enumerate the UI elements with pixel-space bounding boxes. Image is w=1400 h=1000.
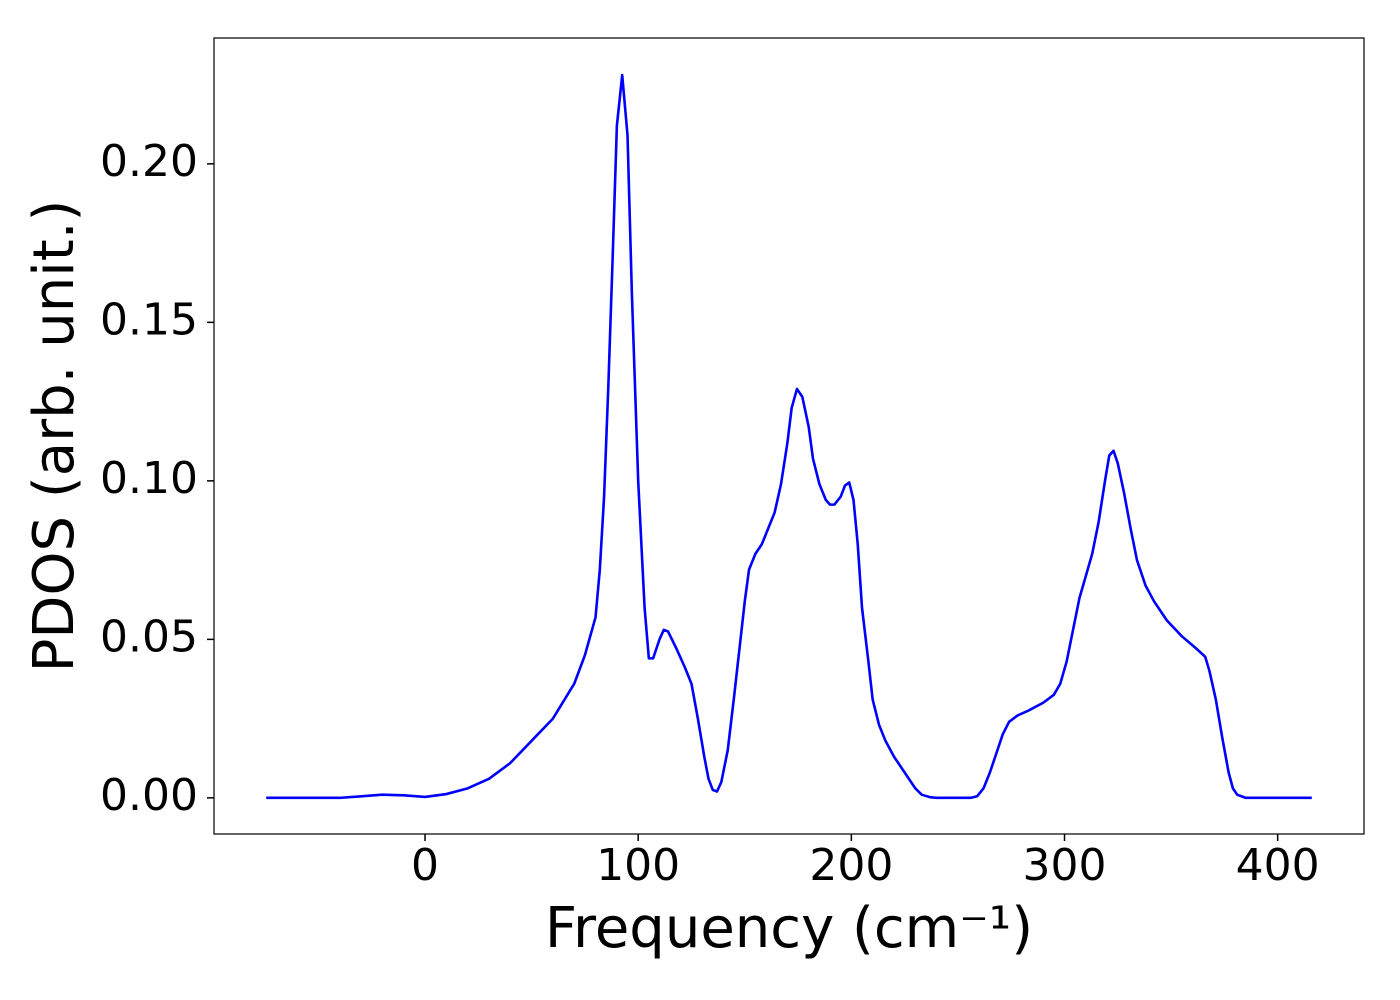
- x-tick-label: 0: [411, 840, 439, 891]
- y-axis-label: PDOS (arb. unit.): [22, 200, 87, 673]
- x-tick-label: 300: [1023, 840, 1107, 891]
- x-tick-label: 100: [596, 840, 680, 891]
- data-line: [266, 73, 1312, 800]
- y-tick-label: 0.10: [100, 453, 198, 504]
- x-tick-label: 200: [809, 840, 893, 891]
- y-tick-label: 0.15: [100, 294, 198, 345]
- y-tick-label: 0.20: [100, 136, 198, 187]
- y-tick-label: 0.05: [100, 611, 198, 662]
- y-tick-label: 0.00: [100, 770, 198, 821]
- plot-frame: [213, 37, 1365, 835]
- x-tick-label: 400: [1236, 840, 1320, 891]
- x-axis-label: Frequency (cm⁻¹): [545, 896, 1033, 961]
